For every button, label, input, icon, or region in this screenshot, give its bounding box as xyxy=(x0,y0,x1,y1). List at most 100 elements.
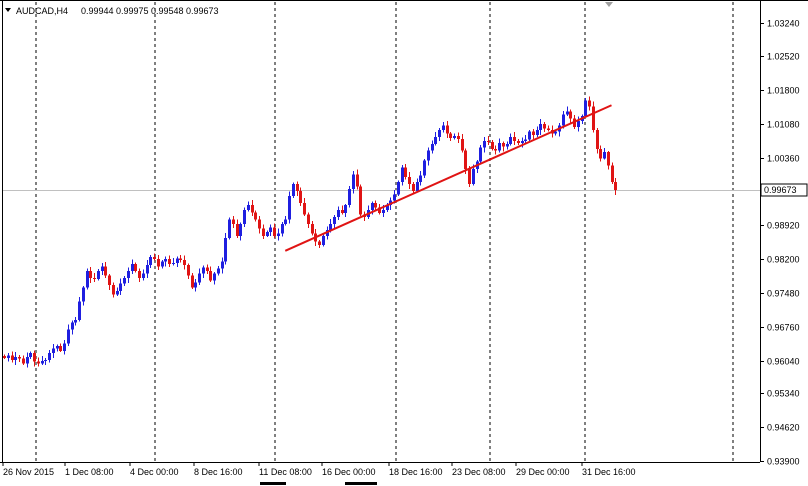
chart-shift-marker-icon[interactable] xyxy=(605,2,613,7)
ohlc-close: 0.99673 xyxy=(186,6,219,16)
bull-candle-body xyxy=(434,137,437,145)
trendline-layer[interactable] xyxy=(284,104,612,252)
bull-candle-body xyxy=(142,273,145,278)
bear-candle-body xyxy=(209,270,212,281)
bear-candle-body xyxy=(543,124,546,129)
time-tick-label: 16 Dec 00:00 xyxy=(322,467,376,477)
bull-candle-body xyxy=(524,139,527,141)
price-tick-label: 0.96760 xyxy=(767,323,800,333)
bull-candle-body xyxy=(539,124,542,131)
bull-candle-body xyxy=(427,150,430,161)
chart-frame xyxy=(0,0,808,463)
bull-candle-body xyxy=(7,355,10,358)
bear-candle-body xyxy=(599,148,602,159)
bear-candle-body xyxy=(232,219,235,225)
bear-candle-body xyxy=(468,169,471,185)
bear-candle-body xyxy=(491,141,494,149)
bear-candle-body xyxy=(254,212,257,220)
bear-candle-body xyxy=(108,275,111,286)
price-tick-label: 1.03240 xyxy=(767,19,800,29)
bull-candle-body xyxy=(176,258,179,263)
price-tick-label: 0.95340 xyxy=(767,389,800,399)
bull-candle-body xyxy=(277,233,280,236)
price-tick-label: 1.02520 xyxy=(767,52,800,62)
bear-candle-body xyxy=(112,285,115,295)
bull-candle-body xyxy=(198,273,201,283)
trendline[interactable] xyxy=(284,104,612,252)
bull-candle-body xyxy=(131,263,134,271)
bear-candle-body xyxy=(502,142,505,147)
current-price-box xyxy=(760,183,808,197)
price-tick-label: 0.96040 xyxy=(767,357,800,367)
bear-candle-body xyxy=(374,202,377,208)
bear-candle-body xyxy=(22,358,25,364)
time-axis: 26 Nov 2015 1 Dec 08:00 4 Dec 00:00 8 Dec 1… xyxy=(2,462,636,485)
bull-candle-body xyxy=(472,169,475,185)
price-axis: 1.03240 1.02520 1.01800 1.01080 1.00360 0.996… xyxy=(760,19,808,467)
bull-candle-body xyxy=(228,219,231,239)
bull-candle-body xyxy=(442,125,445,131)
scroll-marker xyxy=(345,482,377,485)
bull-candle-body xyxy=(123,278,126,284)
bear-candle-body xyxy=(513,137,516,141)
dropdown-arrow-icon[interactable] xyxy=(5,8,11,12)
bull-candle-body xyxy=(333,216,336,225)
bull-candle-body xyxy=(419,175,422,182)
bear-candle-body xyxy=(153,256,156,260)
bull-candle-body xyxy=(52,348,55,354)
bull-candle-body xyxy=(281,224,284,234)
bull-candle-body xyxy=(577,120,580,127)
bear-candle-body xyxy=(37,361,40,364)
bear-candle-body xyxy=(89,270,92,278)
bull-candle-body xyxy=(239,224,242,236)
bull-candle-body xyxy=(78,301,81,321)
bull-candle-body xyxy=(329,224,332,231)
bull-candle-body xyxy=(217,268,220,274)
bear-candle-body xyxy=(157,259,160,267)
bull-candle-body xyxy=(536,130,539,135)
bull-candle-body xyxy=(386,205,389,210)
time-tick-label: 26 Nov 2015 xyxy=(3,467,54,477)
bear-candle-body xyxy=(18,356,21,359)
chart-header: AUDCAD,H4 0.99944 0.99975 0.99548 0.9967… xyxy=(5,6,219,16)
bull-candle-body xyxy=(44,360,47,362)
bear-candle-body xyxy=(11,355,14,361)
bear-candle-body xyxy=(138,270,141,278)
bear-candle-body xyxy=(356,174,359,187)
bear-candle-body xyxy=(93,278,96,279)
bear-candle-body xyxy=(236,224,239,236)
bear-candle-body xyxy=(183,260,186,265)
bear-candle-body xyxy=(296,184,299,192)
bear-candle-body xyxy=(33,353,36,362)
bear-candle-body xyxy=(614,181,617,191)
bear-candle-body xyxy=(59,346,62,351)
bull-candle-body xyxy=(41,361,44,364)
price-tick-label: 0.98200 xyxy=(767,255,800,265)
bear-candle-body xyxy=(378,207,381,214)
bull-candle-body xyxy=(506,144,509,147)
bear-candle-body xyxy=(258,219,261,229)
bull-candle-body xyxy=(393,194,396,201)
scroll-marker xyxy=(260,482,286,485)
bull-candle-body xyxy=(284,219,287,225)
bear-candle-body xyxy=(168,259,171,264)
bear-candle-body xyxy=(299,191,302,203)
price-tick-label: 1.00360 xyxy=(767,154,800,164)
bull-candle-body xyxy=(423,160,426,176)
bull-candle-body xyxy=(82,287,85,302)
bear-candle-body xyxy=(206,267,209,271)
bear-candle-body xyxy=(307,214,310,225)
bear-candle-body xyxy=(588,100,591,107)
bull-candle-body xyxy=(243,209,246,225)
bear-candle-body xyxy=(457,136,460,140)
bull-candle-body xyxy=(603,152,606,159)
bull-candle-body xyxy=(509,137,512,145)
bull-candle-body xyxy=(344,205,347,214)
bear-candle-body xyxy=(461,139,464,151)
bear-candle-body xyxy=(187,264,190,276)
bull-candle-body xyxy=(521,140,524,143)
bear-candle-body xyxy=(3,355,6,358)
bull-candle-body xyxy=(116,291,119,295)
bear-candle-body xyxy=(359,186,362,215)
